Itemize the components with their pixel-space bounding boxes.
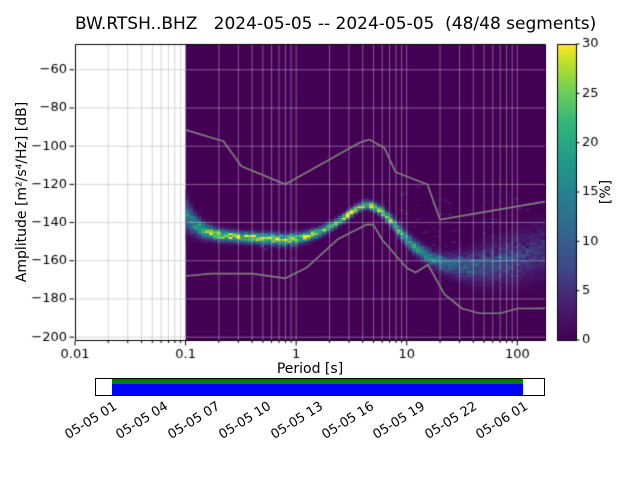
timeline-processed-strip — [112, 379, 523, 384]
timeline-coverage-box — [95, 378, 545, 396]
timeline-data-strip — [112, 384, 523, 395]
